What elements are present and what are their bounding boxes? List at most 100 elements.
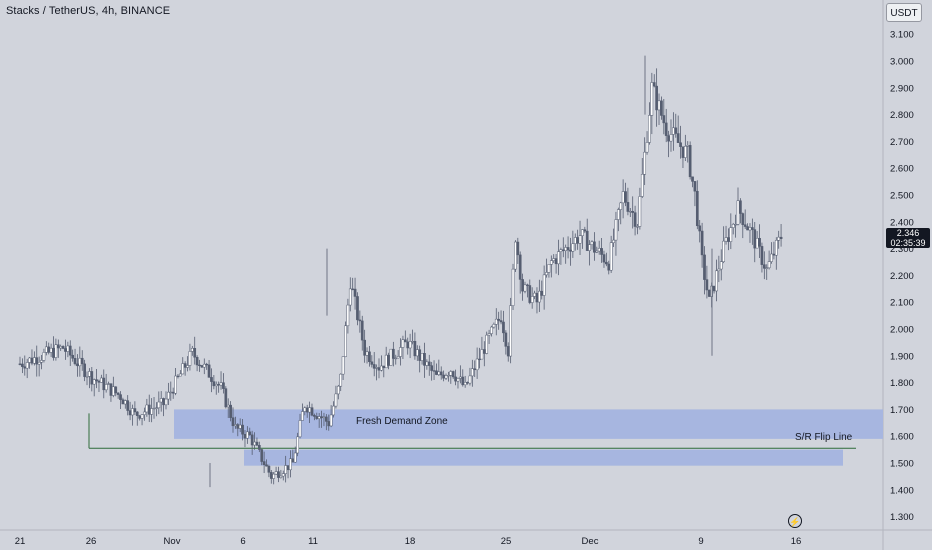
candle-body <box>128 410 132 416</box>
candle-body <box>506 346 510 357</box>
candle-body <box>356 296 359 321</box>
candle-body <box>432 370 436 372</box>
candle-body <box>372 364 376 369</box>
candle <box>135 411 139 426</box>
candle-body <box>140 414 144 419</box>
candle-body <box>23 366 27 369</box>
candle <box>25 358 29 379</box>
candle-body <box>255 441 259 446</box>
candle-body <box>564 247 568 251</box>
candle-body <box>636 226 639 228</box>
candle-body <box>193 348 197 358</box>
candle-body <box>413 340 417 357</box>
candle-body <box>566 247 570 251</box>
candle-body <box>241 424 244 435</box>
candle <box>430 361 434 381</box>
candle-body <box>449 371 453 376</box>
candle <box>674 113 678 138</box>
candle-body <box>693 181 697 192</box>
candles-layer <box>18 55 783 488</box>
currency-button[interactable]: USDT <box>886 3 922 22</box>
candle <box>61 345 65 350</box>
candle <box>277 466 280 483</box>
candle-body <box>315 416 319 419</box>
candle-body <box>751 227 754 230</box>
x-tick-label: 25 <box>501 536 512 547</box>
candle-body <box>370 361 374 365</box>
candle <box>188 343 192 371</box>
candle-body <box>104 384 108 391</box>
candle <box>336 384 340 400</box>
candle-body <box>638 196 642 227</box>
candle-body <box>478 358 481 361</box>
candle <box>502 310 505 342</box>
candle-body <box>509 305 512 357</box>
candle <box>341 356 345 380</box>
candle <box>530 287 534 309</box>
candle <box>104 373 108 393</box>
candle <box>260 448 264 466</box>
candle-body <box>523 284 527 292</box>
candle-body <box>514 241 517 270</box>
candle <box>231 407 235 433</box>
candle-body <box>731 224 735 228</box>
candle-body <box>131 408 134 416</box>
candle-body <box>447 375 450 377</box>
candle <box>408 333 412 359</box>
candle-body <box>578 235 582 244</box>
candle-body <box>401 339 405 348</box>
candle <box>770 242 773 264</box>
candle-body <box>202 363 206 368</box>
candle <box>691 176 694 188</box>
candle-body <box>753 229 757 249</box>
candle <box>186 356 189 372</box>
candle <box>195 355 199 372</box>
candle-body <box>80 357 84 365</box>
flip-line-label: S/R Flip Line <box>795 432 853 443</box>
candle-body <box>114 386 118 394</box>
candle <box>739 198 742 224</box>
candle <box>645 131 649 155</box>
lightning-icon[interactable]: ⚡ <box>788 514 802 528</box>
y-tick-label: 2.000 <box>890 325 914 336</box>
candle-body <box>631 210 635 213</box>
candle <box>494 308 498 336</box>
candle-body <box>538 290 541 303</box>
candle <box>523 281 527 294</box>
candle-body <box>774 240 778 256</box>
candle-body <box>762 264 766 269</box>
candle-body <box>348 288 352 306</box>
candle-body <box>68 345 72 356</box>
candle-body <box>150 408 153 415</box>
candle <box>698 219 702 243</box>
candle-body <box>42 352 46 361</box>
candle-body <box>344 325 347 357</box>
candle <box>492 322 496 329</box>
candle-body <box>399 347 402 357</box>
candle <box>485 331 489 355</box>
candle-body <box>669 134 673 142</box>
candle <box>344 321 347 358</box>
candle-body <box>35 357 39 365</box>
candle <box>612 228 615 247</box>
candle-body <box>52 347 55 358</box>
candle <box>176 373 180 379</box>
candle <box>324 414 328 431</box>
candle <box>394 354 398 365</box>
price-axis[interactable]: 3.100 3.000 2.900 2.800 2.700 2.600 2.500 2.400… <box>890 30 914 523</box>
candle <box>95 368 98 389</box>
candle <box>504 330 508 355</box>
candle-body <box>301 411 304 421</box>
candle <box>547 263 551 278</box>
candle <box>92 378 96 397</box>
candle-body <box>619 202 623 210</box>
x-tick-label: 11 <box>308 536 318 547</box>
time-axis[interactable]: 21 26 Nov 6 11 18 25 Dec 9 16 <box>15 536 802 547</box>
candle-body <box>681 146 685 158</box>
candle-body <box>494 318 498 325</box>
candle <box>549 255 553 278</box>
candle <box>126 395 130 416</box>
candle-body <box>719 261 723 270</box>
candle-body <box>585 230 589 251</box>
